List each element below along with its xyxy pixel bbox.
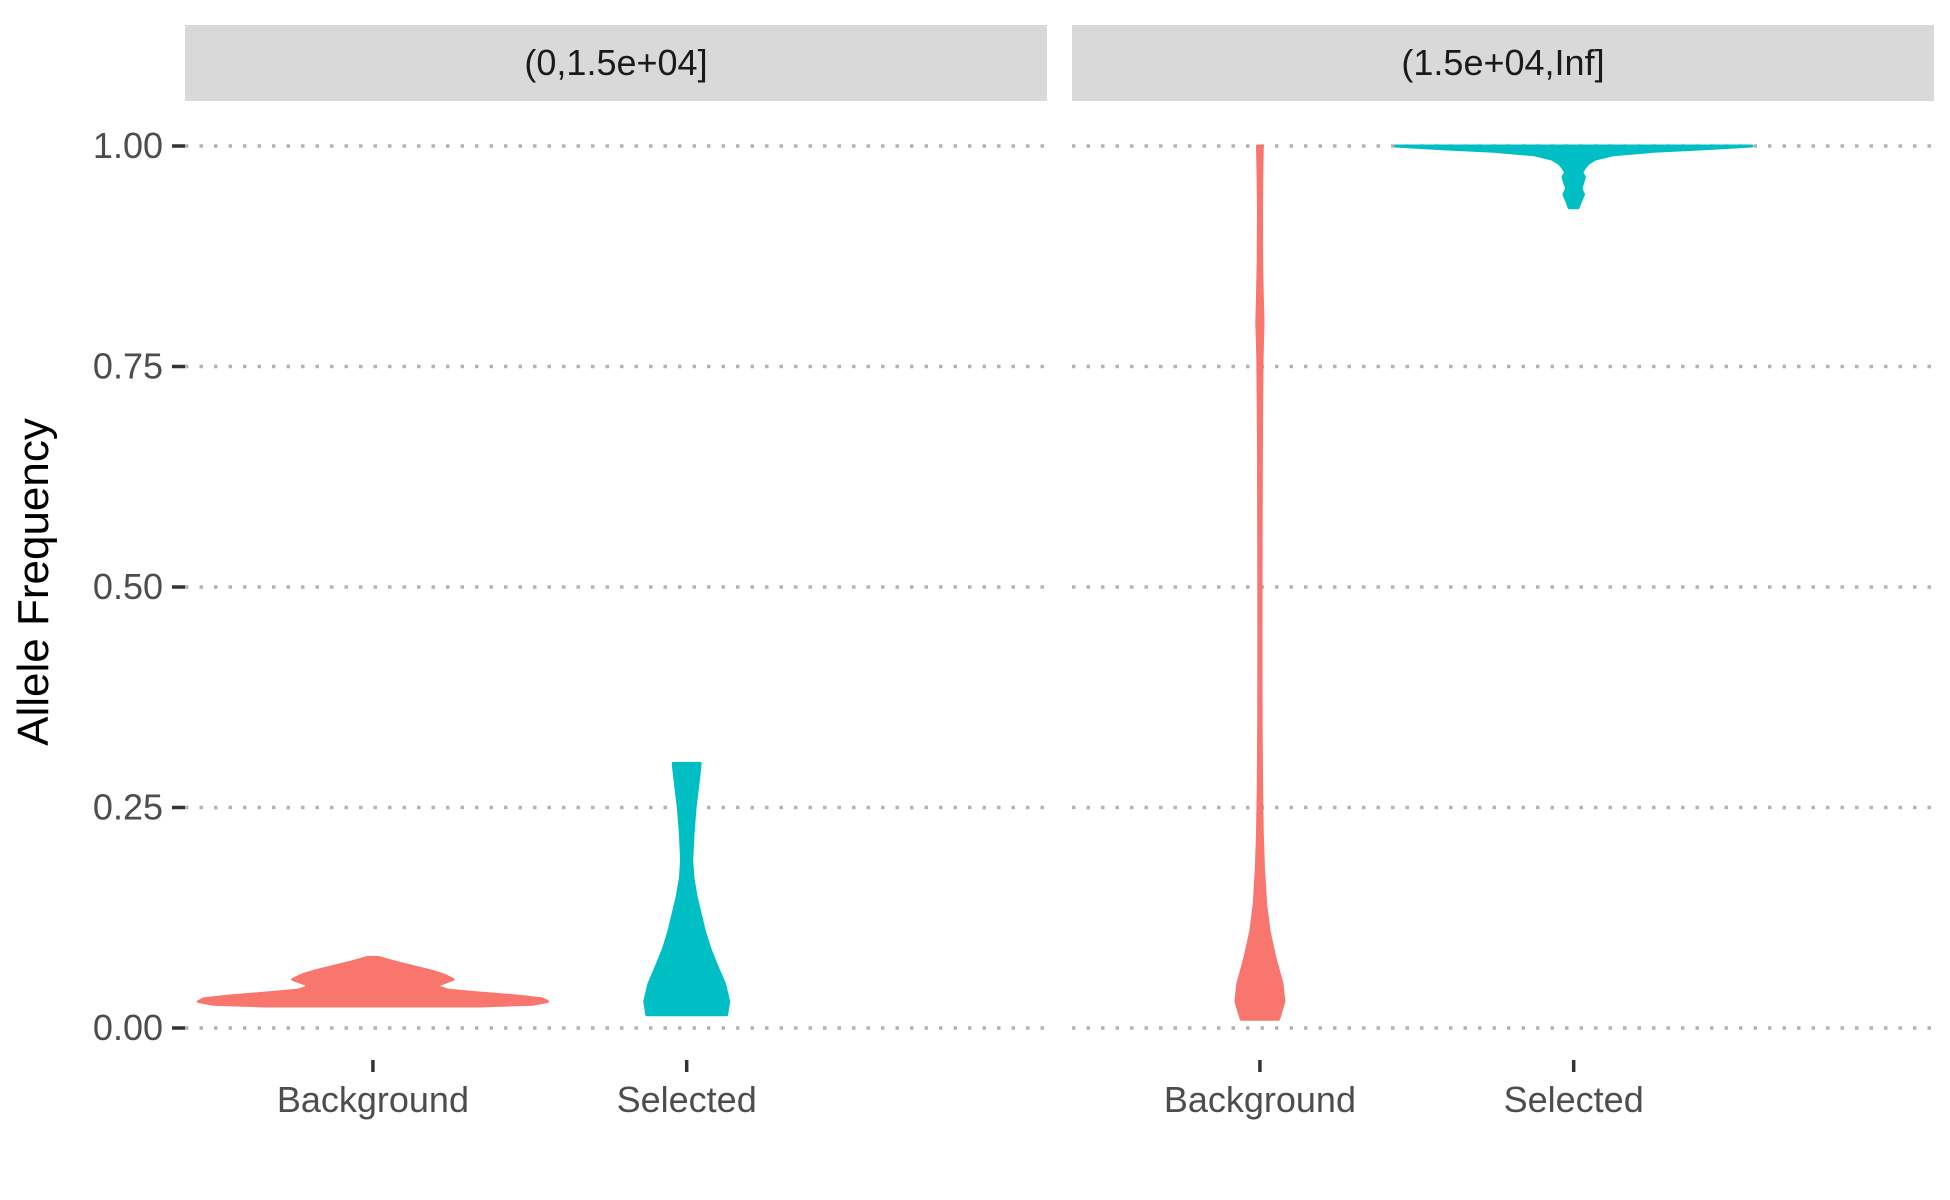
- x-tick-label-background-panel-1: Background: [277, 1079, 469, 1120]
- facet-strip-1: [185, 25, 1047, 101]
- y-axis-title: Allele Frequency: [9, 418, 58, 746]
- y-tick-label-1.00: 1.00: [93, 125, 163, 166]
- facet-strip-2: [1072, 25, 1934, 101]
- y-tick-label-0.00: 0.00: [93, 1007, 163, 1048]
- facet-strip-label-1: (0,1.5e+04]: [524, 42, 707, 83]
- violin-selected-panel-2: [1394, 144, 1754, 210]
- x-tick-label-background-panel-2: Background: [1164, 1079, 1356, 1120]
- facet-strips: (0,1.5e+04] (1.5e+04,Inf]: [185, 25, 1934, 101]
- y-tick-label-0.50: 0.50: [93, 566, 163, 607]
- violin-selected-panel-1: [643, 761, 731, 1017]
- violin-background-panel-1: [197, 955, 549, 1008]
- violin-background-panel-2: [1234, 144, 1286, 1021]
- facet-strip-label-2: (1.5e+04,Inf]: [1401, 42, 1604, 83]
- violins: [197, 144, 1754, 1021]
- y-tick-label-0.75: 0.75: [93, 346, 163, 387]
- gridlines: [185, 144, 1934, 1030]
- x-tick-label-selected-panel-2: Selected: [1504, 1079, 1644, 1120]
- y-tick-label-0.25: 0.25: [93, 787, 163, 828]
- x-tick-label-selected-panel-1: Selected: [617, 1079, 757, 1120]
- axes: 0.00 0.25 0.50 0.75 1.00 Background Selected Ba…: [93, 125, 1644, 1120]
